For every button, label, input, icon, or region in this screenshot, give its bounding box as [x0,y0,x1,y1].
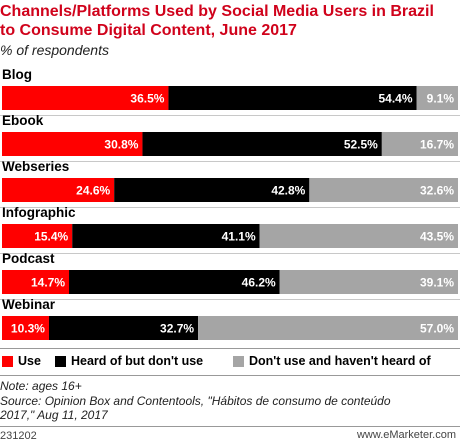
data-label: 16.7% [420,138,454,152]
legend-label: Don't use and haven't heard of [249,354,431,368]
bar-segment [2,178,115,202]
bar-segment [2,86,169,110]
legend-item: Don't use and haven't heard of [233,354,431,368]
legend-item: Use [2,354,41,368]
category-label: Infographic [2,205,76,220]
bar-segment [2,270,70,294]
bar-segment [114,178,310,202]
category-label: Webseries [2,159,69,174]
bar-segment [2,132,143,156]
bar-segment [168,86,417,110]
footer-divider-bottom [0,426,460,427]
data-label: 14.7% [31,276,65,290]
data-label: 42.8% [271,184,305,198]
data-label: 30.8% [104,138,138,152]
chart-subtitle: % of respondents [0,42,109,58]
bar-segment [381,132,458,156]
legend-swatch [55,355,66,367]
bar-segment [2,224,73,248]
chart-id: 231202 [0,430,37,442]
chart-legend: Use Heard of but don't use Don't use and h… [0,354,460,372]
chart-title: Channels/Platforms Used by Social Media … [0,3,434,39]
category-label: Webinar [2,297,56,312]
bar-segment [416,86,458,110]
data-label: 39.1% [420,276,454,290]
category-label: Ebook [2,113,44,128]
category-label: Podcast [2,251,55,266]
legend-label: Heard of but don't use [71,354,204,368]
data-label: 36.5% [130,92,164,106]
data-label: 32.6% [420,184,454,198]
legend-swatch [2,355,13,367]
data-label: 32.7% [160,322,194,336]
data-label: 57.0% [420,322,454,336]
bar-segment [69,270,280,294]
bar-segment [259,224,458,248]
legend-label: Use [18,354,41,368]
bar-segment [309,178,458,202]
bar-segment [2,316,49,340]
data-label: 15.4% [34,230,68,244]
data-label: 52.5% [344,138,378,152]
source-text: Source: Opinion Box and Contentools, "Há… [0,393,391,423]
legend-item: Heard of but don't use [55,354,203,368]
legend-swatch [233,355,244,367]
brand-url: www.eMarketer.com [356,429,456,441]
data-label: 54.4% [378,92,412,106]
footer-divider [0,375,460,376]
data-label: 46.2% [242,276,276,290]
category-label: Blog [2,67,32,82]
bar-segment [279,270,458,294]
data-label: 43.5% [420,230,454,244]
bar-segment [72,224,260,248]
bar-segment [198,316,458,340]
stacked-bar-chart: Blog 36.5% 54.4% 9.1% Ebook 30.8% 52.5% 16.7% We… [0,67,460,349]
data-label: 24.6% [76,184,110,198]
bar-segment [142,132,382,156]
data-label: 41.1% [222,230,256,244]
data-label: 9.1% [427,92,455,106]
bar-segment [48,316,199,340]
data-label: 10.3% [11,322,45,336]
chart-footnotes: Note: ages 16+ Source: Opinion Box and C… [0,379,456,423]
note-text: Note: ages 16+ [0,379,82,393]
